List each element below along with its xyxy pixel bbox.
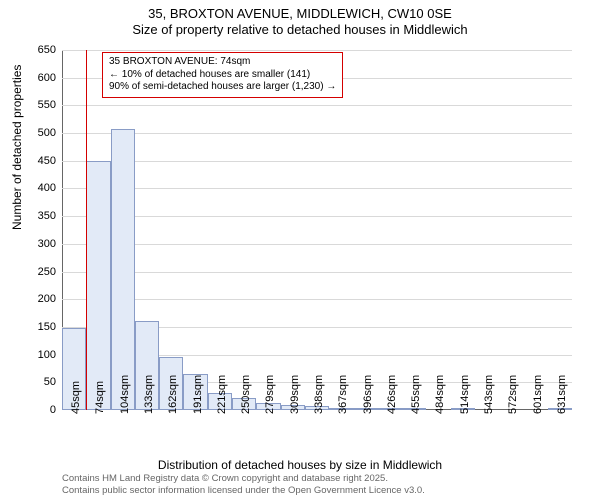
x-tick-label: 45sqm	[70, 381, 82, 414]
x-tick-label: 514sqm	[459, 375, 471, 414]
x-tick-label: 426sqm	[386, 375, 398, 414]
gridline	[62, 272, 572, 273]
x-tick-label: 396sqm	[362, 375, 374, 414]
callout-line1: 35 BROXTON AVENUE: 74sqm	[109, 56, 336, 69]
title-line1: 35, BROXTON AVENUE, MIDDLEWICH, CW10 0SE	[0, 6, 600, 22]
x-tick-label: 104sqm	[119, 375, 131, 414]
y-tick-label: 300	[38, 238, 56, 250]
marker-line	[86, 50, 87, 410]
footer-line2: Contains public sector information licen…	[62, 485, 425, 496]
y-tick-label: 0	[50, 404, 56, 416]
x-tick-label: 367sqm	[337, 375, 349, 414]
footer-line1: Contains HM Land Registry data © Crown c…	[62, 473, 425, 484]
callout-line3: 90% of semi-detached houses are larger (…	[109, 81, 336, 94]
y-tick-label: 500	[38, 127, 56, 139]
y-tick-label: 600	[38, 72, 56, 84]
x-tick-label: 250sqm	[240, 375, 252, 414]
footer: Contains HM Land Registry data © Crown c…	[62, 473, 425, 496]
x-tick-label: 191sqm	[192, 375, 204, 414]
callout-box: 35 BROXTON AVENUE: 74sqm← 10% of detache…	[102, 52, 343, 98]
x-tick-label: 74sqm	[94, 381, 106, 414]
gridline	[62, 105, 572, 106]
x-tick-label: 162sqm	[167, 375, 179, 414]
x-tick-label: 631sqm	[556, 375, 568, 414]
plot-area: 0501001502002503003504004505005506006504…	[62, 50, 572, 410]
gridline	[62, 188, 572, 189]
gridline	[62, 50, 572, 51]
gridline	[62, 244, 572, 245]
x-axis-title: Distribution of detached houses by size …	[0, 458, 600, 472]
title-line2: Size of property relative to detached ho…	[0, 22, 600, 38]
y-tick-label: 450	[38, 155, 56, 167]
y-tick-label: 150	[38, 321, 56, 333]
y-tick-label: 250	[38, 266, 56, 278]
y-axis-title: Number of detached properties	[10, 65, 24, 230]
y-tick-label: 550	[38, 99, 56, 111]
x-tick-label: 221sqm	[216, 375, 228, 414]
x-tick-label: 133sqm	[143, 375, 155, 414]
histogram-bar	[111, 129, 135, 410]
gridline	[62, 216, 572, 217]
x-tick-label: 309sqm	[289, 375, 301, 414]
chart-title: 35, BROXTON AVENUE, MIDDLEWICH, CW10 0SE…	[0, 0, 600, 39]
x-tick-label: 601sqm	[532, 375, 544, 414]
y-tick-label: 650	[38, 44, 56, 56]
x-tick-label: 279sqm	[264, 375, 276, 414]
gridline	[62, 299, 572, 300]
gridline	[62, 161, 572, 162]
x-tick-label: 338sqm	[313, 375, 325, 414]
callout-line2: ← 10% of detached houses are smaller (14…	[109, 69, 336, 82]
y-tick-label: 50	[44, 376, 56, 388]
y-tick-label: 200	[38, 293, 56, 305]
y-tick-label: 350	[38, 210, 56, 222]
x-tick-label: 543sqm	[483, 375, 495, 414]
y-tick-label: 100	[38, 349, 56, 361]
gridline	[62, 133, 572, 134]
x-tick-label: 484sqm	[434, 375, 446, 414]
x-tick-label: 572sqm	[507, 375, 519, 414]
histogram-bar	[86, 161, 110, 410]
x-tick-label: 455sqm	[410, 375, 422, 414]
y-tick-label: 400	[38, 182, 56, 194]
